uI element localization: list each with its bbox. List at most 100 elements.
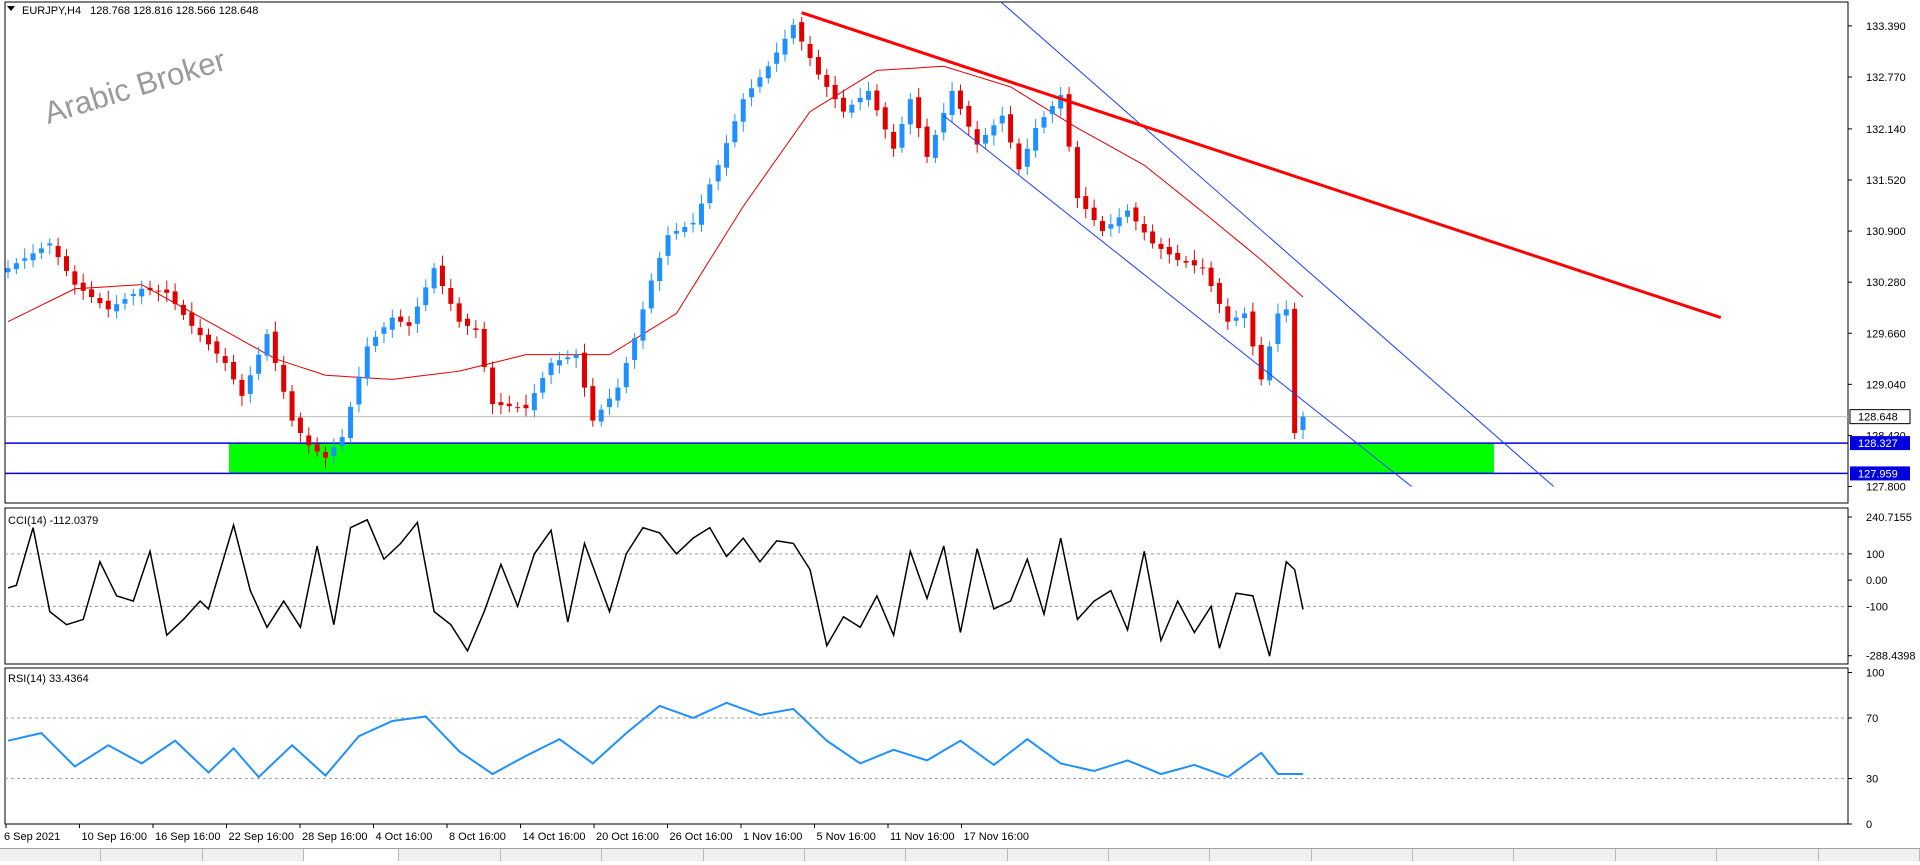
candle-body	[315, 444, 320, 451]
candle-body	[1133, 208, 1138, 222]
tab[interactable]	[805, 849, 906, 861]
candle-body	[565, 357, 570, 359]
tab[interactable]	[0, 849, 101, 861]
candle-body	[6, 268, 11, 272]
tab[interactable]	[1312, 849, 1413, 861]
candle-body	[716, 165, 721, 181]
candle-body	[1125, 210, 1130, 216]
tab[interactable]	[1514, 849, 1615, 861]
candle-body	[148, 288, 153, 290]
candle-body	[1142, 224, 1147, 233]
candle-body	[281, 365, 286, 392]
tab[interactable]	[906, 849, 1007, 861]
candle-body	[64, 256, 69, 271]
time-tick-label: 16 Sep 16:00	[155, 831, 220, 843]
candle-body	[381, 327, 386, 334]
cci-tick-label: 100	[1866, 549, 1884, 561]
candle-body	[1200, 267, 1205, 268]
candle-body	[916, 97, 921, 128]
price-tick-label: 130.280	[1866, 277, 1906, 289]
cci-tick-label: 0.00	[1866, 575, 1887, 587]
candle-body	[423, 287, 428, 305]
candle-body	[206, 335, 211, 345]
candle-body	[473, 328, 478, 330]
cci-tick-label: -100	[1866, 601, 1888, 613]
candle-body	[1292, 309, 1297, 433]
tab[interactable]	[101, 849, 202, 861]
price-tick-label: 132.770	[1866, 72, 1906, 84]
candle-body	[732, 121, 737, 142]
candle-body	[841, 98, 846, 112]
candle-body	[72, 271, 77, 284]
candle-body	[1033, 128, 1038, 151]
candle-body	[791, 25, 796, 38]
candle-body	[774, 53, 779, 64]
candle-body	[674, 231, 679, 234]
candle-body	[56, 246, 61, 257]
time-tick-label: 22 Sep 16:00	[229, 831, 294, 843]
candle-body	[1117, 217, 1122, 226]
tab[interactable]	[203, 849, 304, 861]
tab[interactable]	[501, 849, 602, 861]
candle-body	[1100, 221, 1105, 231]
candle-body	[632, 338, 637, 360]
candle-body	[524, 405, 529, 409]
tab[interactable]	[1413, 849, 1514, 861]
candle-body	[407, 322, 412, 326]
candle-body	[415, 307, 420, 324]
time-tick-label: 5 Nov 16:00	[817, 831, 876, 843]
candle-body	[189, 312, 194, 325]
candle-body	[81, 283, 86, 291]
candle-body	[390, 318, 395, 330]
candle-body	[1000, 116, 1005, 124]
symbol-tab-strip	[0, 848, 1920, 861]
candle-body	[265, 334, 270, 356]
candle-body	[457, 303, 462, 321]
candle-body	[615, 388, 620, 401]
candle-body	[498, 402, 503, 405]
candle-body	[39, 248, 44, 252]
candle-body	[1184, 261, 1189, 263]
candle-body	[1092, 208, 1097, 220]
panel-frame	[5, 2, 1848, 503]
candle-body	[666, 235, 671, 256]
tab[interactable]	[1616, 849, 1717, 861]
tab[interactable]	[704, 849, 805, 861]
tab[interactable]	[1819, 849, 1920, 861]
tab[interactable]	[399, 849, 500, 861]
candle-body	[899, 124, 904, 148]
time-tick-label: 28 Sep 16:00	[302, 831, 367, 843]
candle-body	[306, 435, 311, 445]
tab[interactable]	[602, 849, 703, 861]
time-tick-label: 8 Oct 16:00	[449, 831, 506, 843]
time-tick-label: 20 Oct 16:00	[596, 831, 659, 843]
candle-body	[273, 332, 278, 363]
candle-body	[1217, 283, 1222, 304]
time-tick-label: 26 Oct 16:00	[670, 831, 733, 843]
candle-body	[816, 57, 821, 74]
time-tick-label: 4 Oct 16:00	[376, 831, 433, 843]
candle-body	[799, 22, 804, 41]
candle-body	[1150, 231, 1155, 243]
rsi-tick-label: 0	[1866, 819, 1872, 831]
tab[interactable]	[1008, 849, 1109, 861]
candle-body	[691, 223, 696, 225]
candle-body	[164, 290, 169, 293]
candle-body	[22, 258, 27, 260]
candle-body	[1225, 306, 1230, 321]
rsi-tick-label: 30	[1866, 774, 1878, 786]
tab-active[interactable]	[304, 849, 399, 861]
tab[interactable]	[1109, 849, 1210, 861]
tab[interactable]	[1717, 849, 1818, 861]
candle-body	[1250, 311, 1255, 346]
tab[interactable]	[1210, 849, 1311, 861]
candle-body	[1025, 149, 1030, 167]
candle-body	[139, 289, 144, 297]
support-price-label: 128.327	[1858, 438, 1898, 450]
candle-body	[331, 447, 336, 455]
candle-body	[1242, 313, 1247, 318]
candle-body	[114, 304, 119, 311]
candle-body	[31, 253, 36, 260]
